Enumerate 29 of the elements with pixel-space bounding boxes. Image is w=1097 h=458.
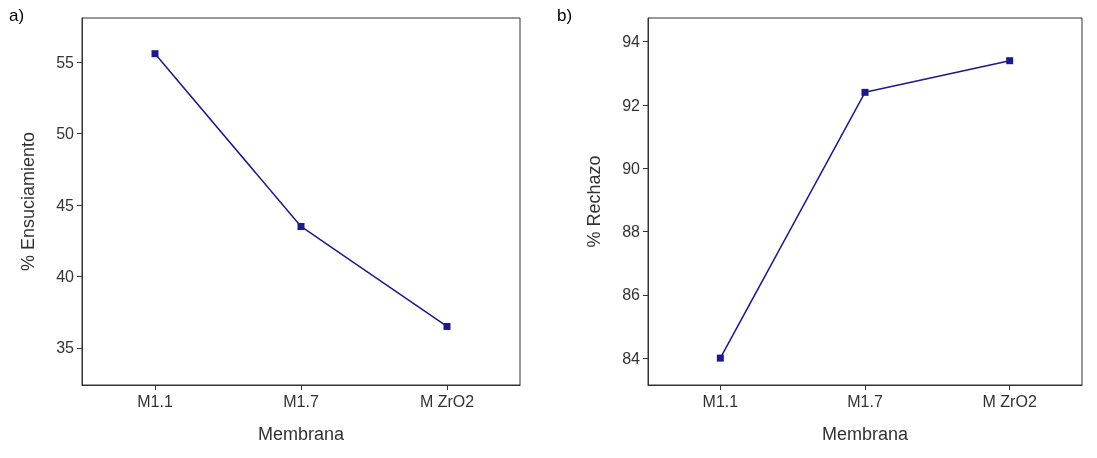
y-tick-label: 50	[56, 125, 75, 143]
point	[1006, 57, 1014, 65]
point	[716, 354, 724, 362]
y-tick-label: 84	[622, 349, 641, 367]
x-axis-title: Membrana	[821, 424, 909, 444]
y-tick-label: 35	[56, 339, 75, 357]
y-tick-label: 90	[622, 159, 641, 177]
y-tick-label: 45	[56, 196, 75, 214]
point	[443, 322, 451, 330]
x-tick-label: M ZrO2	[982, 392, 1037, 410]
chart-title: a)	[9, 6, 25, 25]
y-tick-label: 55	[56, 53, 75, 71]
point	[151, 50, 159, 58]
point	[861, 88, 869, 96]
y-tick-label: 92	[622, 96, 641, 114]
chart-title: b)	[557, 6, 573, 25]
x-tick-label: M1.7	[847, 392, 883, 410]
x-tick-label: M1.7	[283, 392, 319, 410]
y-tick-label: 40	[56, 267, 75, 285]
y-tick-label: 88	[622, 223, 641, 241]
x-axis-title: Membrana	[257, 424, 345, 444]
x-tick-label: M1.1	[137, 392, 173, 410]
x-tick-label: M ZrO2	[419, 392, 475, 410]
y-axis-title: % Ensuciamiento	[18, 131, 38, 272]
y-axis-title: % Rechazo	[584, 155, 604, 248]
x-tick-label: M1.1	[702, 392, 739, 410]
y-tick-label: 86	[622, 286, 641, 304]
y-tick-label: 94	[622, 33, 641, 51]
point	[297, 222, 305, 230]
